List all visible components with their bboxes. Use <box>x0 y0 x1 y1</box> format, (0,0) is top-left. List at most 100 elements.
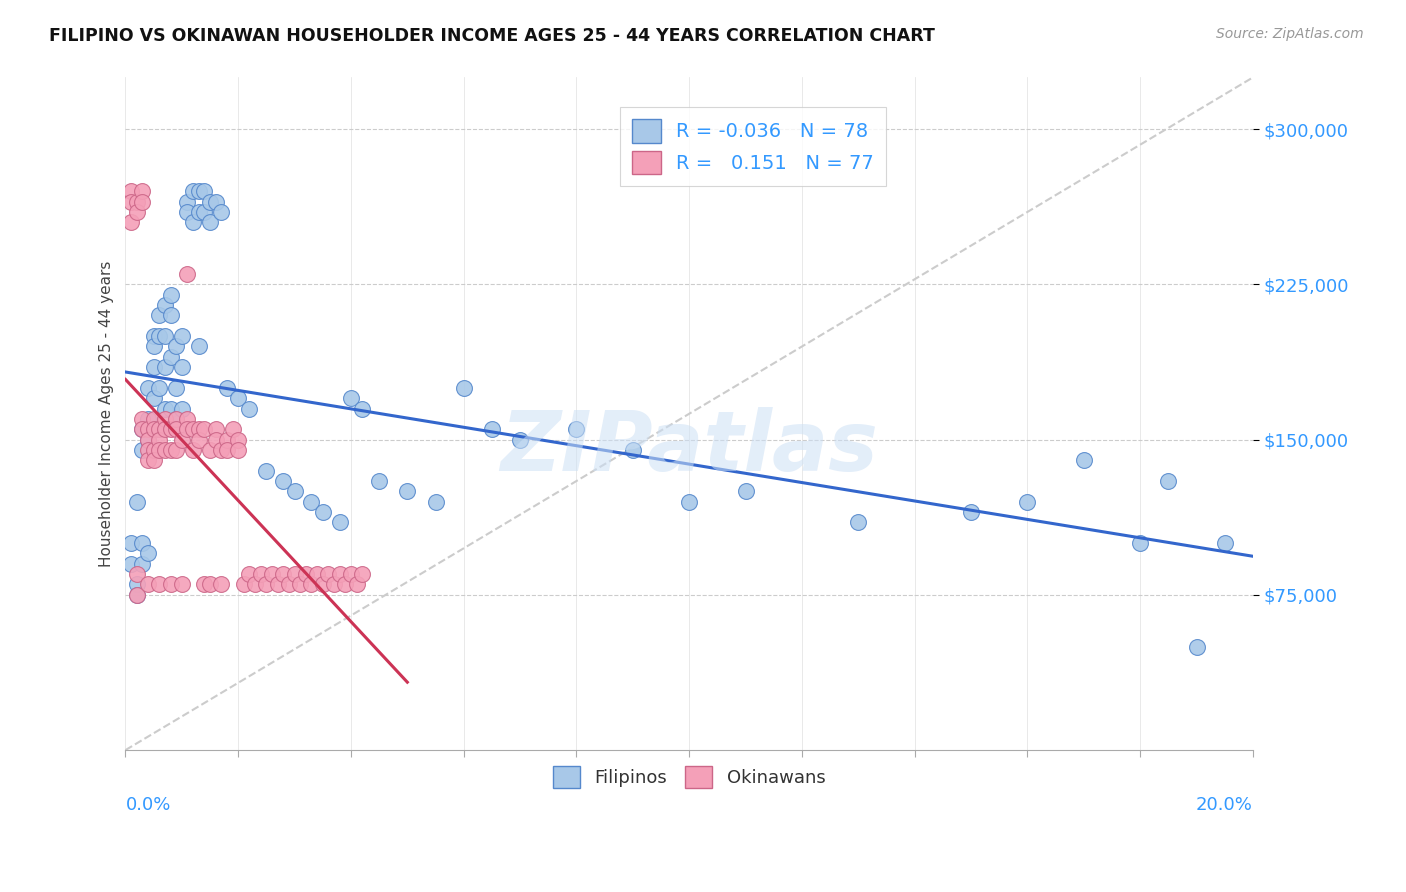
Point <box>159 309 181 323</box>
Point <box>238 401 260 416</box>
Point <box>1073 453 1095 467</box>
Point <box>340 391 363 405</box>
Point <box>187 205 209 219</box>
Point <box>131 536 153 550</box>
Point <box>142 422 165 436</box>
Point <box>136 433 159 447</box>
Point <box>142 422 165 436</box>
Point <box>193 184 215 198</box>
Point <box>1017 494 1039 508</box>
Point <box>176 412 198 426</box>
Point <box>148 309 170 323</box>
Point <box>329 567 352 582</box>
Point <box>165 412 187 426</box>
Point <box>125 194 148 209</box>
Text: ZIPatlas: ZIPatlas <box>501 407 879 488</box>
Point <box>215 442 238 457</box>
Point <box>120 215 142 229</box>
Point <box>176 267 198 281</box>
Point <box>142 329 165 343</box>
Point <box>187 422 209 436</box>
Point <box>131 422 153 436</box>
Point <box>125 577 148 591</box>
Point <box>120 184 142 198</box>
Point <box>159 350 181 364</box>
Point <box>346 577 368 591</box>
Point <box>273 474 295 488</box>
Point <box>159 422 181 436</box>
Point <box>142 442 165 457</box>
Point <box>307 567 329 582</box>
Point <box>323 577 346 591</box>
Point <box>204 194 226 209</box>
Point <box>678 494 700 508</box>
Point <box>312 505 335 519</box>
Point <box>266 577 288 591</box>
Point <box>125 588 148 602</box>
Point <box>153 422 176 436</box>
Point <box>1185 640 1208 654</box>
Point <box>254 464 277 478</box>
Point <box>396 484 419 499</box>
Point <box>176 422 198 436</box>
Point <box>187 433 209 447</box>
Point <box>165 442 187 457</box>
Point <box>148 381 170 395</box>
Point <box>318 567 340 582</box>
Point <box>136 381 159 395</box>
Point <box>142 339 165 353</box>
Point <box>125 494 148 508</box>
Point <box>960 505 983 519</box>
Point <box>215 433 238 447</box>
Point <box>1157 474 1180 488</box>
Point <box>238 567 260 582</box>
Point <box>125 567 148 582</box>
Point <box>142 453 165 467</box>
Point <box>193 422 215 436</box>
Point <box>148 329 170 343</box>
Point <box>165 339 187 353</box>
Point <box>125 205 148 219</box>
Point <box>198 577 221 591</box>
Point <box>260 567 283 582</box>
Point <box>621 442 644 457</box>
Point <box>131 412 153 426</box>
Point <box>170 433 193 447</box>
Point <box>181 215 204 229</box>
Point <box>165 412 187 426</box>
Point <box>170 329 193 343</box>
Point <box>198 194 221 209</box>
Point <box>453 381 475 395</box>
Point <box>136 433 159 447</box>
Point <box>335 577 357 591</box>
Text: FILIPINO VS OKINAWAN HOUSEHOLDER INCOME AGES 25 - 44 YEARS CORRELATION CHART: FILIPINO VS OKINAWAN HOUSEHOLDER INCOME … <box>49 27 935 45</box>
Point <box>120 194 142 209</box>
Point <box>148 442 170 457</box>
Point <box>301 494 323 508</box>
Point <box>148 577 170 591</box>
Point <box>187 339 209 353</box>
Point <box>153 298 176 312</box>
Point <box>159 401 181 416</box>
Point <box>136 453 159 467</box>
Point <box>284 567 307 582</box>
Y-axis label: Householder Income Ages 25 - 44 years: Householder Income Ages 25 - 44 years <box>100 260 114 567</box>
Point <box>312 577 335 591</box>
Legend: Filipinos, Okinawans: Filipinos, Okinawans <box>546 758 832 795</box>
Point <box>153 401 176 416</box>
Point <box>148 422 170 436</box>
Point <box>131 184 153 198</box>
Point <box>148 433 170 447</box>
Point <box>181 422 204 436</box>
Point <box>273 567 295 582</box>
Point <box>159 442 181 457</box>
Point <box>125 588 148 602</box>
Point <box>165 422 187 436</box>
Point <box>142 360 165 375</box>
Point <box>153 329 176 343</box>
Point <box>368 474 391 488</box>
Point <box>193 577 215 591</box>
Point <box>290 577 312 591</box>
Point <box>170 577 193 591</box>
Point <box>142 391 165 405</box>
